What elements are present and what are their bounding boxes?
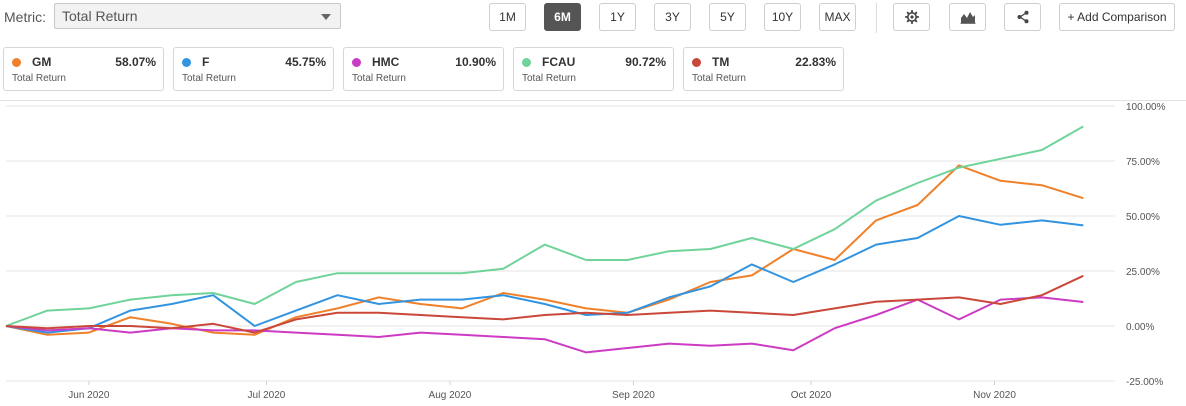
ticker-card-gm[interactable]: GM 58.07% Total Return [3,47,164,91]
ticker-card-tm[interactable]: TM 22.83% Total Return [683,47,844,91]
share-button[interactable] [1004,3,1041,31]
y-tick-label: 100.00% [1126,102,1166,113]
metric-select[interactable]: Total Return [54,3,341,29]
chart-type-button[interactable] [949,3,986,31]
card-value: 45.75% [285,55,326,69]
toolbar-divider [876,3,877,33]
y-tick-label: 25.00% [1126,267,1160,278]
series-color-dot [692,58,701,67]
x-tick-label: Sep 2020 [612,390,655,401]
chevron-down-icon [321,14,331,20]
series-line-hmc [5,296,1084,354]
x-tick-label: Oct 2020 [791,390,832,401]
card-ticker: FCAU [542,55,576,69]
y-tick-label: 50.00% [1126,212,1160,223]
card-subtitle: Total Return [352,73,406,84]
y-tick-label: 0.00% [1126,322,1154,333]
card-value: 90.72% [625,55,666,69]
range-1y-button[interactable]: 1Y [599,3,636,31]
card-ticker: F [202,55,210,69]
series-line-fcau [5,125,1084,327]
card-ticker: GM [32,55,52,69]
metric-select-value: Total Return [62,8,138,24]
card-value: 58.07% [115,55,156,69]
card-subtitle: Total Return [692,73,746,84]
card-subtitle: Total Return [12,73,66,84]
card-value: 10.90% [455,55,496,69]
series-line-tm [5,274,1084,334]
series-line-f [5,215,1084,334]
card-value: 22.83% [795,55,836,69]
share-icon [1017,10,1028,24]
metric-label: Metric: [4,9,46,25]
x-tick-label: Aug 2020 [429,390,472,401]
y-tick-label: 75.00% [1126,157,1160,168]
series-color-dot [352,58,361,67]
range-5y-button[interactable]: 5Y [709,3,746,31]
series-color-dot [12,58,21,67]
card-subtitle: Total Return [182,73,236,84]
series-color-dot [522,58,531,67]
header-divider [0,100,1186,101]
range-1m-button[interactable]: 1M [489,3,526,31]
area-chart-icon [960,12,975,24]
range-6m-button[interactable]: 6M [544,3,581,31]
x-tick-label: Nov 2020 [973,390,1016,401]
series-line-gm [5,164,1084,336]
ticker-card-hmc[interactable]: HMC 10.90% Total Return [343,47,504,91]
card-ticker: TM [712,55,730,69]
range-max-button[interactable]: MAX [819,3,856,31]
range-10y-button[interactable]: 10Y [764,3,801,31]
ticker-card-fcau[interactable]: FCAU 90.72% Total Return [513,47,674,91]
y-tick-label: -25.00% [1126,377,1163,388]
settings-button[interactable] [893,3,930,31]
card-subtitle: Total Return [522,73,576,84]
toolbar: Metric: Total Return 1M 6M 1Y 3Y 5Y 10Y … [0,0,1186,36]
card-ticker: HMC [372,55,400,69]
x-tick-label: Jun 2020 [68,390,110,401]
range-3y-button[interactable]: 3Y [654,3,691,31]
add-comparison-button[interactable]: + Add Comparison [1059,3,1175,31]
x-tick-label: Jul 2020 [248,390,286,401]
gear-icon [904,9,919,25]
ticker-card-f[interactable]: F 45.75% Total Return [173,47,334,91]
series-color-dot [182,58,191,67]
